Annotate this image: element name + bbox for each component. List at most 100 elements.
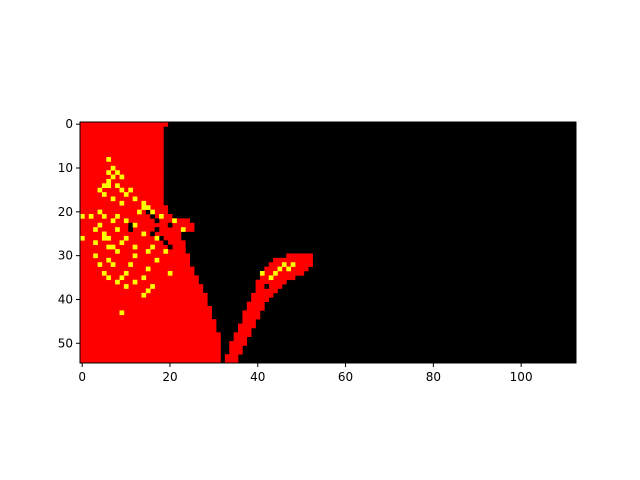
heatmap-cell (224, 266, 230, 272)
heatmap-cell (159, 214, 164, 219)
heatmap-cell-run (229, 345, 243, 351)
heatmap-cell (286, 266, 291, 272)
heatmap-cell-run (80, 358, 221, 364)
heatmap-cell (106, 157, 112, 162)
x-tick-label: 80 (426, 370, 441, 384)
heatmap-cell (106, 170, 112, 175)
heatmap-cell (281, 262, 287, 267)
heatmap-cell (119, 200, 125, 206)
x-tick-label: 100 (510, 370, 533, 384)
heatmap-cell-run (238, 327, 252, 333)
heatmap-cell (141, 205, 147, 210)
heatmap-cell (141, 200, 147, 206)
heatmap-cell (145, 209, 151, 215)
heatmap-cell-run (167, 222, 195, 228)
heatmap-cell-run (286, 253, 313, 259)
heatmap-cell (119, 275, 125, 281)
heatmap-cell-run (80, 349, 221, 355)
x-tick-label: 40 (250, 370, 265, 384)
heatmap-cell-run (255, 288, 278, 294)
heatmap-cell-run (167, 218, 191, 224)
heatmap-cell (115, 279, 120, 285)
heatmap-cell (128, 187, 133, 193)
heatmap-cell-run (80, 301, 208, 307)
heatmap-cell (123, 235, 129, 241)
heatmap-cell (110, 218, 116, 224)
heatmap-cell (132, 222, 138, 228)
heatmap-cell (106, 275, 112, 281)
x-axis: 0 20 40 60 80 100 (78, 363, 533, 384)
heatmap-cell (106, 257, 112, 263)
heatmap-cell (123, 192, 129, 197)
heatmap-cell-run (80, 183, 164, 189)
heatmap-cell (110, 244, 116, 250)
heatmap-cell-run (80, 209, 169, 215)
heatmap-cell-run (80, 148, 164, 153)
y-axis: 0 10 20 30 40 50 (58, 117, 80, 350)
y-tick-label: 0 (65, 117, 73, 131)
heatmap-cell-run (80, 257, 191, 263)
heatmap-cell (101, 270, 107, 276)
heatmap-cell (159, 235, 164, 241)
x-tick-label: 60 (338, 370, 353, 384)
heatmap-cell-run (246, 301, 265, 307)
y-tick-label: 30 (58, 249, 73, 263)
heatmap-cell-run (259, 275, 296, 281)
heatmap-cell (119, 310, 125, 316)
y-tick-label: 40 (58, 292, 73, 306)
heatmap-cell (132, 196, 138, 202)
heatmap-cell-run (80, 205, 169, 210)
heatmap-cell (101, 214, 107, 219)
x-tick-label: 0 (78, 370, 86, 384)
heatmap-cell (259, 270, 265, 276)
heatmap-cell (115, 249, 120, 254)
heatmap-cell (128, 227, 133, 232)
heatmap-cell (123, 284, 129, 289)
heatmap-cell (115, 227, 120, 232)
heatmap-cell-run (80, 336, 221, 342)
heatmap-cell (141, 231, 147, 237)
heatmap-cell-run (224, 354, 239, 359)
heatmap-cell (167, 222, 173, 228)
heatmap-cell (88, 214, 94, 219)
heatmap-cell-run (251, 297, 270, 302)
y-tick-label: 10 (58, 161, 73, 175)
y-tick-label: 50 (58, 336, 73, 350)
heatmap-cell (141, 292, 147, 298)
heatmap-cell-run (80, 354, 221, 359)
heatmap-cell (277, 266, 283, 272)
plot-area (80, 122, 576, 364)
heatmap-cell (154, 218, 160, 224)
heatmap-cell (145, 205, 151, 210)
heatmap-cell-run (80, 126, 164, 132)
heatmap-cell (93, 253, 98, 259)
heatmap-cell (273, 270, 278, 276)
heatmap-cell (150, 244, 155, 250)
heatmap-cell-run (273, 257, 313, 263)
heatmap-cell (141, 275, 147, 281)
heatmap-cell (101, 235, 107, 241)
heatmap-cell-run (80, 135, 164, 140)
heatmap-cell (137, 209, 142, 215)
heatmap-cell (101, 192, 107, 197)
heatmap-cell (167, 244, 173, 250)
heatmap-cell-run (80, 240, 186, 245)
heatmap-cell-run (242, 314, 261, 320)
heatmap-cell (119, 240, 125, 245)
heatmap-cell (110, 196, 116, 202)
heatmap-cell (110, 262, 116, 267)
heatmap-cell-run (242, 310, 261, 316)
heatmap-cell (106, 183, 112, 189)
heatmap-cell (97, 209, 103, 215)
x-tick-label: 20 (162, 370, 177, 384)
heatmap-cell-run (80, 249, 186, 254)
heatmap-cell-run (80, 231, 182, 237)
heatmap-cell-run (80, 130, 164, 136)
heatmap-cell (163, 240, 169, 245)
heatmap-cell (145, 249, 151, 254)
heatmap-cell-run (80, 297, 208, 302)
heatmap-cell-run (80, 284, 204, 289)
heatmap-cell (106, 244, 112, 250)
heatmap-cell-run (80, 214, 173, 219)
heatmap-cell (268, 275, 274, 281)
